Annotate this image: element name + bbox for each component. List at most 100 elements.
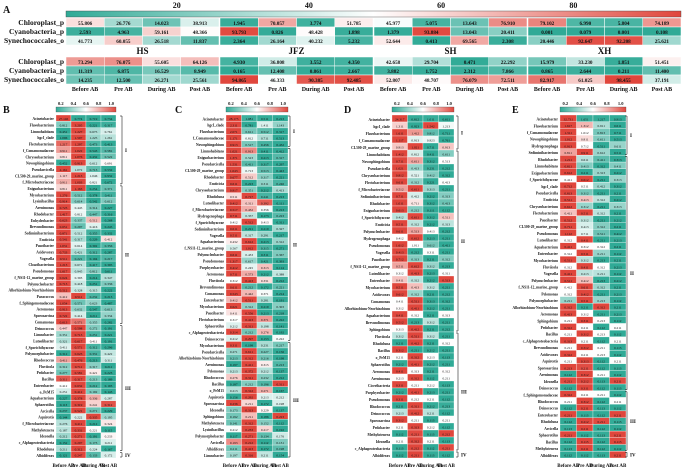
cell-value-label: 0.611 [245, 130, 253, 134]
cell-value-label: 0.913 [60, 308, 68, 312]
row-label: Methylotenera [535, 447, 558, 451]
cell-value-label: 0.632 [75, 308, 83, 312]
row-label: f_Sporichthyaceae [362, 216, 391, 220]
colorbar-tick-label: 0.2 [228, 101, 234, 106]
cell-value-label: 0.282 [105, 320, 113, 324]
row-label: Pedobacter [37, 371, 55, 375]
cell-value-label: 0.211 [614, 212, 622, 216]
cell-value-label: 0.131 [276, 441, 284, 445]
cell-value-label: 0.111 [427, 209, 435, 213]
row-label: Pseudomonas [33, 270, 55, 274]
cell-value-label: 0.312 [442, 370, 450, 374]
row-label: Paucibacter [372, 258, 391, 262]
cell-value-label: 0.411 [442, 244, 450, 248]
cell-value-label: 0.312 [245, 305, 253, 309]
column-label: Before AB [380, 87, 406, 93]
cell-value-label: 0.211 [614, 339, 622, 343]
colorbar-tick-label: 0.8 [604, 101, 610, 106]
cell-value-label: 0.312 [245, 421, 253, 425]
cell-value-label: 0.612 [597, 151, 605, 155]
cell-value-label: 52.807 [386, 78, 401, 84]
cell-value-label: 0.211 [442, 419, 450, 423]
cell-value-label: 0.412 [581, 279, 589, 283]
row-label: CL500-29_marine_group [351, 146, 390, 150]
row-label: Flavobacterium [30, 124, 54, 128]
cell-value-label: 0.411 [597, 158, 605, 162]
column-label: During AB [610, 87, 638, 93]
column-label: Pre AB [422, 87, 440, 93]
cell-value-label: 0.198 [276, 447, 284, 451]
cell-value-label: 0.212 [427, 363, 435, 367]
cell-value-label: 1.531 [230, 162, 238, 166]
cell-value-label: 0.219 [261, 227, 269, 231]
row-label: f_Comamonadaceae [527, 131, 559, 135]
cell-value-label: 0.812 [411, 153, 419, 157]
cell-value-label: 1.261 [105, 136, 113, 140]
row-label: Acidovorax [36, 251, 54, 255]
cell-value-label: 0.412 [230, 266, 238, 270]
cell-value-label: 0.813 [597, 131, 605, 135]
row-label: Fluviicola [209, 279, 224, 283]
cell-value-label: 2.364 [233, 39, 245, 45]
row-label: f_Comamonadaceae [23, 149, 55, 153]
cell-value-label: 0.511 [442, 216, 450, 220]
cell-value-label: 20.411 [501, 30, 515, 36]
panel-d: D 0.2 0.4 0.6 0.8 1.0 24.317 0.812 1.011 0.611 Aci… [344, 101, 467, 469]
cell-value-label: 0.212 [614, 198, 622, 202]
cell-value-label: 0.826 [272, 30, 284, 36]
cell-value-label: 60.055 [116, 39, 131, 45]
cell-value-label: 0.511 [396, 265, 404, 269]
group-label: II [630, 272, 634, 277]
cell-value-label: 0.112 [564, 407, 572, 411]
colorbar [391, 106, 455, 113]
colorbar-tick-label: 1.0 [280, 101, 286, 106]
cell-value-label: 0.411 [396, 314, 404, 318]
cell-value-label: 0.221 [90, 428, 98, 432]
cell-value-label: 0.512 [75, 193, 83, 197]
cell-value-label: 0.312 [597, 265, 605, 269]
cell-value-label: 0.671 [75, 263, 83, 267]
cell-value-label: 0.517 [245, 143, 253, 147]
column-label: During AB [82, 464, 106, 469]
cell-value-label: 0.317 [261, 175, 269, 179]
cell-value-label: 0.312 [597, 198, 605, 202]
cell-value-label: 1.076 [75, 155, 83, 159]
cell-value-label: 2.312 [464, 69, 476, 75]
row-label: Vogesella [376, 251, 390, 255]
cell-value-label: 0.245 [245, 266, 253, 270]
panel-c: C 0.2 0.4 0.6 0.8 1.0 28.175 1.081 0.511 0.213 Aci… [175, 101, 299, 469]
column-label: Post AB [652, 87, 673, 93]
colorbar-tick-label: 0.2 [562, 101, 568, 106]
cell-value-label: 0.581 [105, 149, 113, 153]
row-label: Acinetobacter [368, 118, 390, 122]
cell-value-label: 0.212 [442, 433, 450, 437]
cell-value-label: 1.022 [75, 149, 83, 153]
colorbar-tick-label: 0.4 [576, 101, 582, 106]
cell-value-label: 0.313 [427, 300, 435, 304]
row-label: Acidovorax [540, 353, 558, 357]
cell-value-label: 0.191 [105, 327, 113, 331]
cell-value-label: 0.113 [614, 386, 622, 390]
row-label: Pseudarcicella [202, 163, 224, 167]
cell-value-label: 0.761 [442, 139, 450, 143]
cell-value-label: 0.222 [276, 318, 284, 322]
panel-letter: A [3, 5, 11, 16]
cell-value-label: 0.711 [411, 202, 419, 206]
cell-value-label: 0.211 [564, 360, 572, 364]
cell-value-label: 0.612 [245, 240, 253, 244]
cell-value-label: 0.312 [411, 181, 419, 185]
cell-value-label: 0.212 [90, 384, 98, 388]
cell-value-label: 1.752 [426, 69, 438, 75]
cell-value-label: 0.312 [581, 245, 589, 249]
cell-value-label: 1.417 [60, 212, 68, 216]
row-label: Sediminibacterium [361, 195, 390, 199]
cell-value-label: 0.211 [60, 447, 68, 451]
cell-value-label: 0.213 [230, 370, 238, 374]
cell-value-label: 0.223 [105, 371, 113, 375]
column-label: During AB [253, 464, 277, 469]
cell-value-label: 0.186 [261, 415, 269, 419]
cell-value-label: 0.312 [411, 279, 419, 283]
row-label: Limnohabitans [367, 153, 391, 157]
cell-value-label: 0.112 [261, 441, 269, 445]
